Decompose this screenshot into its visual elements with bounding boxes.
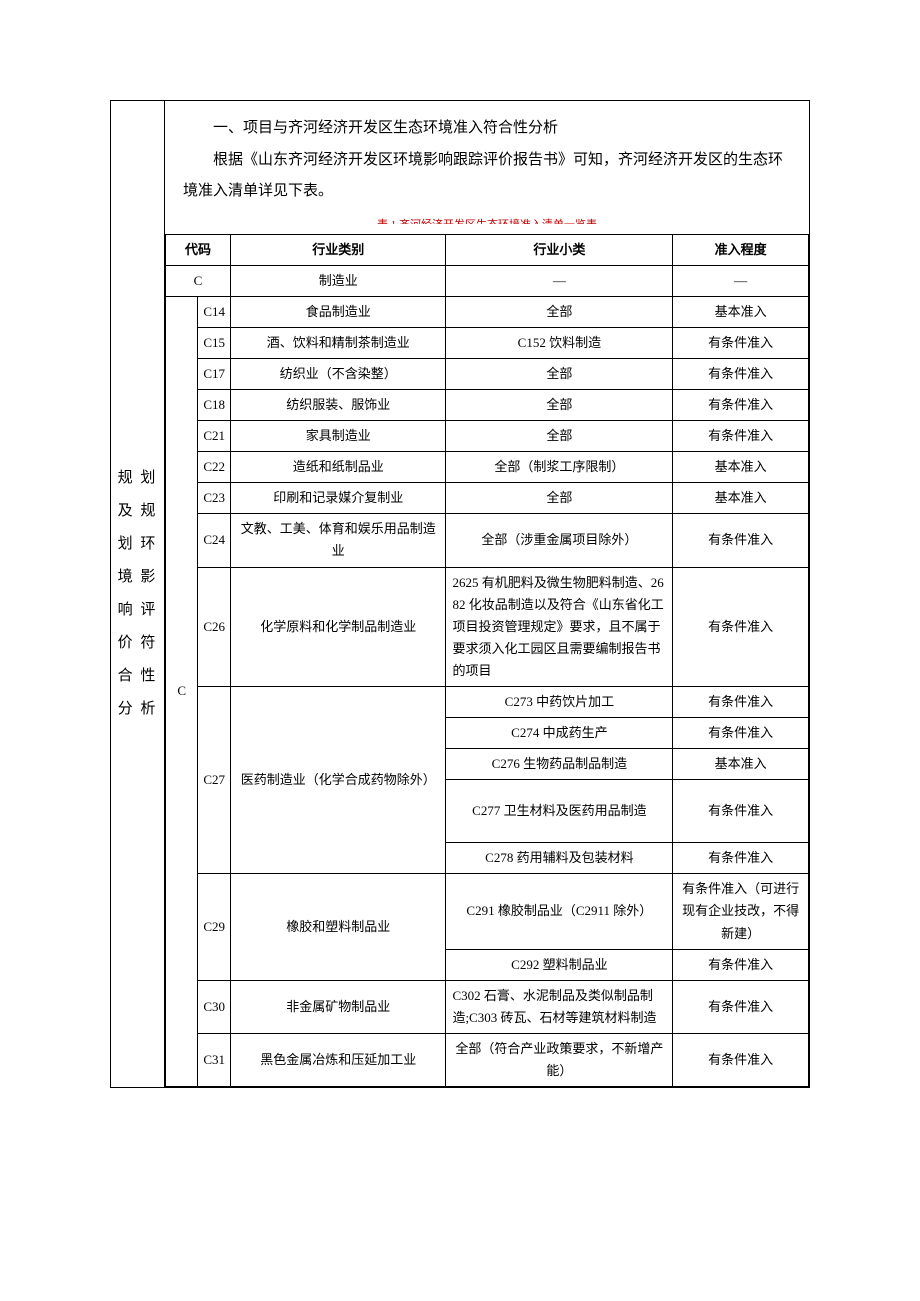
cell-perm: 有条件准入: [673, 687, 809, 718]
cell-perm: 有条件准入: [673, 567, 809, 686]
table-row: C21家具制造业全部有条件准入: [166, 421, 809, 452]
cell-sub: C291 橡胶制品业（C2911 除外）: [446, 874, 673, 949]
cell-perm: 有条件准入: [673, 358, 809, 389]
cell-perm: 有条件准入: [673, 980, 809, 1033]
cell-perm: 有条件准入: [673, 514, 809, 567]
cell-group-category: 制造业: [230, 265, 445, 296]
cell-perm: 基本准入: [673, 483, 809, 514]
table-row: C30非金属矿物制品业C302 石膏、水泥制品及类似制品制造;C303 砖瓦、石…: [166, 980, 809, 1033]
intro-body: 根据《山东齐河经济开发区环境影响跟踪评价报告书》可知，齐河经济开发区的生态环境准…: [183, 145, 791, 208]
cell-perm: 有条件准入: [673, 327, 809, 358]
cell-sub: C152 饮料制造: [446, 327, 673, 358]
cell-sub: C273 中药饮片加工: [446, 687, 673, 718]
cell-code: C14: [198, 296, 230, 327]
cell-group-perm: —: [673, 265, 809, 296]
cell-group-sub: —: [446, 265, 673, 296]
cell-code: C21: [198, 421, 230, 452]
intro-heading: 一、项目与齐河经济开发区生态环境准入符合性分析: [183, 113, 791, 145]
cell-perm: 有条件准入: [673, 1033, 809, 1086]
cell-sub: C292 塑料制品业: [446, 949, 673, 980]
cell-sub: 全部: [446, 296, 673, 327]
cell-perm: 有条件准入: [673, 718, 809, 749]
table-row: C23印刷和记录媒介复制业全部基本准入: [166, 483, 809, 514]
table-row: C31黑色金属冶炼和压延加工业全部（符合产业政策要求，不新增产能）有条件准入: [166, 1033, 809, 1086]
cell-code: C22: [198, 452, 230, 483]
cell-category: 化学原料和化学制品制造业: [230, 567, 445, 686]
cell-group-code: C: [166, 265, 231, 296]
table-row: C29橡胶和塑料制品业C291 橡胶制品业（C2911 除外）有条件准入（可进行…: [166, 874, 809, 949]
cell-category: 黑色金属冶炼和压延加工业: [230, 1033, 445, 1086]
th-perm: 准入程度: [673, 234, 809, 265]
th-sub: 行业小类: [446, 234, 673, 265]
cell-perm: 有条件准入: [673, 949, 809, 980]
cell-code: C26: [198, 567, 230, 686]
cell-code: C23: [198, 483, 230, 514]
table-row: C18纺织服装、服饰业全部有条件准入: [166, 389, 809, 420]
content-cell-table: 代码行业类别行业小类准入程度C制造业——CC14食品制造业全部基本准入C15酒、…: [165, 234, 810, 1088]
cell-sub: C302 石膏、水泥制品及类似制品制造;C303 砖瓦、石材等建筑材料制造: [446, 980, 673, 1033]
table-row: C27医药制造业（化学合成药物除外）C273 中药饮片加工有条件准入: [166, 687, 809, 718]
cell-sub: 全部: [446, 483, 673, 514]
cell-category: 橡胶和塑料制品业: [230, 874, 445, 980]
table-row: C15酒、饮料和精制茶制造业C152 饮料制造有条件准入: [166, 327, 809, 358]
content-cell-top: 一、项目与齐河经济开发区生态环境准入符合性分析 根据《山东齐河经济开发区环境影响…: [165, 101, 810, 234]
th-category: 行业类别: [230, 234, 445, 265]
cell-big-c: C: [166, 296, 198, 1086]
cell-category: 印刷和记录媒介复制业: [230, 483, 445, 514]
cell-sub: C278 药用辅料及包装材料: [446, 843, 673, 874]
cell-perm: 有条件准入: [673, 389, 809, 420]
table-row: CC14食品制造业全部基本准入: [166, 296, 809, 327]
cell-perm: 基本准入: [673, 296, 809, 327]
cell-code: C31: [198, 1033, 230, 1086]
cell-category: 家具制造业: [230, 421, 445, 452]
section-label: 规 划及 规划 环境 影响 评价 符合 性分 析: [115, 462, 160, 726]
cell-code: C18: [198, 389, 230, 420]
cell-category: 文教、工美、体育和娱乐用品制造业: [230, 514, 445, 567]
cell-sub: 全部（涉重金属项目除外）: [446, 514, 673, 567]
cell-sub: C276 生物药品制品制造: [446, 749, 673, 780]
cell-code: C15: [198, 327, 230, 358]
cell-sub: 2625 有机肥料及微生物肥料制造、2682 化妆品制造以及符合《山东省化工项目…: [446, 567, 673, 686]
cell-perm: 有条件准入（可进行现有企业技改，不得新建）: [673, 874, 809, 949]
intro-block: 一、项目与齐河经济开发区生态环境准入符合性分析 根据《山东齐河经济开发区环境影响…: [165, 101, 809, 234]
cell-category: 纺织业（不含染整）: [230, 358, 445, 389]
cell-sub: C277 卫生材料及医药用品制造: [446, 780, 673, 843]
cell-code: C30: [198, 980, 230, 1033]
cell-code: C17: [198, 358, 230, 389]
cell-category: 纺织服装、服饰业: [230, 389, 445, 420]
cell-perm: 基本准入: [673, 452, 809, 483]
cell-category: 酒、饮料和精制茶制造业: [230, 327, 445, 358]
cell-code: C24: [198, 514, 230, 567]
table-row: C24文教、工美、体育和娱乐用品制造业全部（涉重金属项目除外）有条件准入: [166, 514, 809, 567]
cell-sub: 全部（符合产业政策要求，不新增产能）: [446, 1033, 673, 1086]
cell-sub: 全部: [446, 389, 673, 420]
cell-code: C29: [198, 874, 230, 980]
cell-code: C27: [198, 687, 230, 874]
cell-perm: 有条件准入: [673, 843, 809, 874]
cell-sub: 全部: [446, 421, 673, 452]
cell-perm: 有条件准入: [673, 421, 809, 452]
cell-category: 医药制造业（化学合成药物除外）: [230, 687, 445, 874]
table-row: C22造纸和纸制品业全部（制浆工序限制）基本准入: [166, 452, 809, 483]
table-row: C26化学原料和化学制品制造业2625 有机肥料及微生物肥料制造、2682 化妆…: [166, 567, 809, 686]
cell-category: 食品制造业: [230, 296, 445, 327]
cell-sub: 全部: [446, 358, 673, 389]
cell-perm: 有条件准入: [673, 780, 809, 843]
cell-perm: 基本准入: [673, 749, 809, 780]
cell-sub: 全部（制浆工序限制）: [446, 452, 673, 483]
cell-category: 造纸和纸制品业: [230, 452, 445, 483]
admission-table: 代码行业类别行业小类准入程度C制造业——CC14食品制造业全部基本准入C15酒、…: [165, 234, 809, 1088]
section-label-cell: 规 划及 规划 环境 影响 评价 符合 性分 析: [111, 101, 165, 1088]
table-row: C17纺织业（不含染整）全部有条件准入: [166, 358, 809, 389]
outer-table: 规 划及 规划 环境 影响 评价 符合 性分 析 一、项目与齐河经济开发区生态环…: [110, 100, 810, 1088]
table-caption: 表 1 齐河经济开发区生态环境准入清单一览表: [183, 214, 791, 224]
document-page: 规 划及 规划 环境 影响 评价 符合 性分 析 一、项目与齐河经济开发区生态环…: [0, 0, 920, 1301]
cell-sub: C274 中成药生产: [446, 718, 673, 749]
cell-category: 非金属矿物制品业: [230, 980, 445, 1033]
th-code: 代码: [166, 234, 231, 265]
